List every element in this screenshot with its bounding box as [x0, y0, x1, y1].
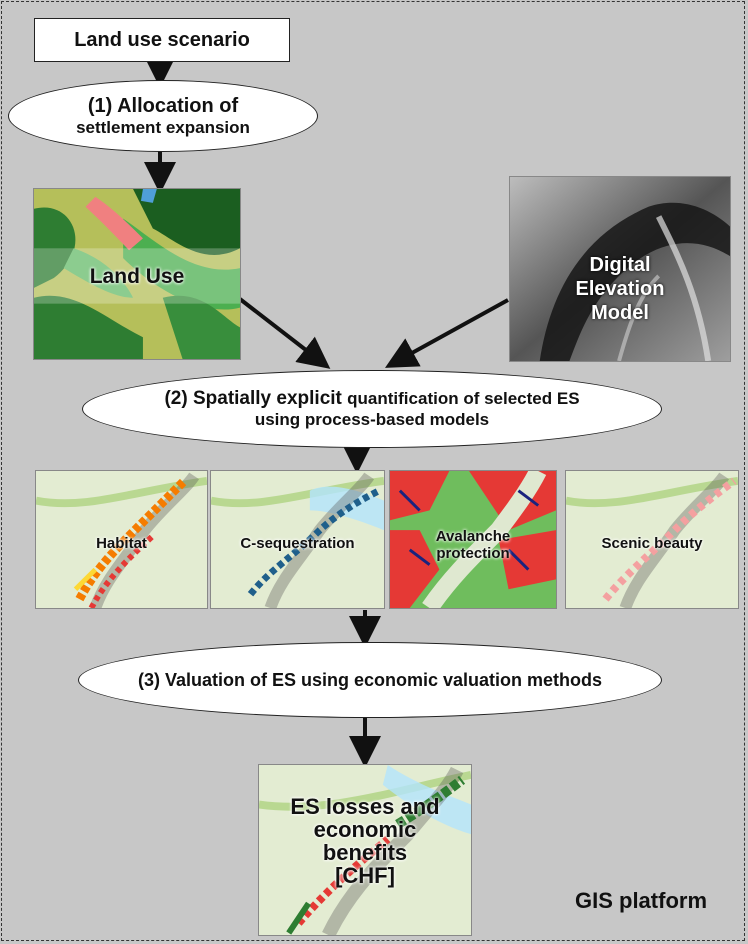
step2-line1-rest: quantification of selected ES	[347, 389, 580, 409]
dem-label: Digital Elevation Model	[510, 253, 730, 325]
gis-platform-label: GIS platform	[575, 888, 708, 913]
es-losses-line2: economic	[313, 817, 417, 843]
step1-line2: settlement expansion	[76, 117, 250, 137]
avalanche-label-line2: protection	[436, 544, 510, 562]
es-losses-label: ES losses and economic benefits [CHF]	[259, 795, 471, 887]
land-use-map: Land Use	[33, 188, 241, 360]
avalanche-protection-map: Avalanche protection	[389, 470, 557, 609]
dem-raster	[510, 177, 730, 361]
avalanche-label: Avalanche protection	[390, 528, 556, 562]
es-losses-line4: [CHF]	[335, 863, 395, 889]
scenic-beauty-label: Scenic beauty	[601, 535, 703, 552]
dem-line1: Digital	[589, 254, 651, 276]
es-losses-raster	[259, 765, 471, 935]
c-sequestration-raster	[211, 471, 384, 608]
step2-line2: using process-based models	[254, 410, 490, 430]
scenic-beauty-raster	[566, 471, 738, 608]
land-use-raster	[34, 189, 240, 359]
land-use-label: Land Use	[89, 265, 185, 288]
scenic-beauty-map: Scenic beauty	[565, 470, 739, 609]
step3-label: (3) Valuation of ES using economic valua…	[137, 669, 603, 690]
land-use-scenario-label: Land use scenario	[74, 28, 250, 51]
dem-line3: Model	[591, 302, 649, 324]
step2-quantification-ellipse: (2) Spatially explicit quantification of…	[82, 370, 662, 448]
dem-map: Digital Elevation Model	[509, 176, 731, 362]
habitat-label: Habitat	[96, 535, 147, 552]
es-losses-line1: ES losses and	[290, 794, 440, 819]
avalanche-raster	[390, 471, 556, 608]
c-sequestration-label: C-sequestration	[240, 535, 355, 552]
c-sequestration-map: C-sequestration	[210, 470, 385, 609]
step3-valuation-ellipse: (3) Valuation of ES using economic valua…	[78, 642, 662, 718]
avalanche-label-line1: Avalanche	[435, 528, 511, 545]
dem-line2: Elevation	[575, 278, 665, 300]
habitat-raster	[36, 471, 207, 608]
es-losses-line3: benefits	[322, 840, 408, 866]
step1-line1: (1) Allocation of	[87, 94, 239, 117]
step2-line1: (2) Spatially explicit quantification of…	[164, 388, 579, 410]
es-losses-map: ES losses and economic benefits [CHF]	[258, 764, 472, 936]
habitat-map: Habitat	[35, 470, 208, 609]
step1-allocation-ellipse: (1) Allocation of settlement expansion	[8, 80, 318, 152]
step2-line1-bold: (2) Spatially explicit	[164, 388, 342, 410]
land-use-scenario-box: Land use scenario	[34, 18, 290, 62]
